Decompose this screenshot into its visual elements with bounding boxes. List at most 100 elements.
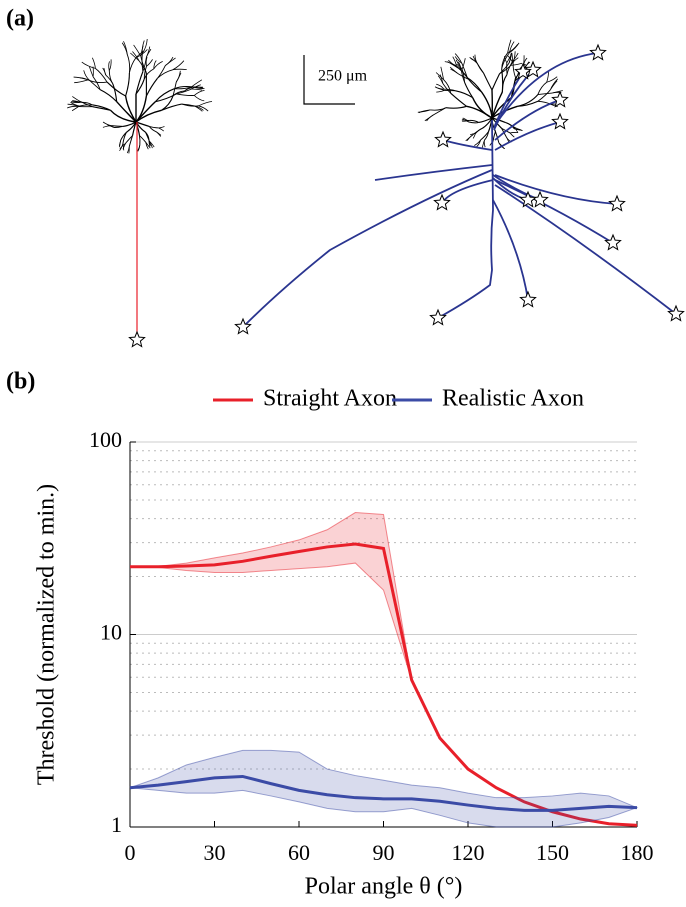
axon-terminal <box>434 130 452 148</box>
dendrite <box>501 52 509 69</box>
dendrite <box>73 76 89 81</box>
realistic-axon <box>494 99 561 141</box>
dendrite <box>482 117 493 129</box>
dendrite <box>81 61 96 69</box>
dendrite <box>102 125 112 128</box>
dendrite <box>194 89 205 96</box>
dendrite <box>507 39 512 53</box>
realistic-axon <box>494 184 677 315</box>
dendrite <box>483 72 493 91</box>
dendrite <box>506 56 511 63</box>
dendrite <box>176 93 195 96</box>
dendrite <box>137 144 141 152</box>
dendrite <box>89 66 94 77</box>
dendrite <box>123 41 128 55</box>
dendrite <box>135 78 145 95</box>
axon-terminal <box>608 194 626 212</box>
axon-terminal <box>524 60 542 78</box>
dendrite <box>135 109 162 123</box>
dendrite <box>161 103 182 111</box>
dendrite <box>512 52 519 62</box>
dendrite <box>461 58 466 70</box>
dendrite <box>436 83 445 90</box>
x-tick-label: 30 <box>204 840 226 865</box>
dendrite <box>158 127 164 132</box>
legend-label: Realistic Axon <box>442 386 584 412</box>
dendrite <box>194 95 205 102</box>
dendrite <box>546 76 558 83</box>
axon-terminal <box>234 317 252 335</box>
dendrite <box>464 82 474 99</box>
dendrite <box>132 51 140 61</box>
dendrite <box>468 78 482 93</box>
dendrite <box>454 53 463 64</box>
dendrite <box>71 105 80 112</box>
dendrite <box>108 59 112 71</box>
dendrite <box>146 48 152 58</box>
dendrite <box>87 79 108 83</box>
dendrite <box>430 107 447 111</box>
realistic-axon <box>494 174 618 205</box>
dendrite <box>537 89 551 102</box>
dendrite <box>149 125 159 129</box>
dendrite <box>537 92 553 96</box>
neuron-morphologies <box>67 38 685 348</box>
axon-terminal <box>551 112 569 130</box>
dendrite <box>472 97 493 119</box>
y-tick-label: 100 <box>89 427 122 452</box>
dendrite <box>443 79 452 94</box>
dendrite <box>74 79 89 84</box>
dendrite <box>455 59 463 70</box>
confidence-band <box>129 749 639 828</box>
dendrite <box>513 126 519 134</box>
dendrite <box>174 86 192 90</box>
dendrite <box>198 101 213 107</box>
dendrite <box>126 54 131 73</box>
dendrite <box>111 125 123 127</box>
dendrite <box>480 131 489 141</box>
realistic-axon <box>492 199 529 301</box>
dendrite <box>512 51 516 64</box>
dendrite <box>145 78 158 97</box>
realistic-axon <box>441 179 494 204</box>
dendrite <box>128 57 137 73</box>
dendrite <box>191 79 203 88</box>
dendrite <box>450 68 459 74</box>
dendrite <box>110 109 137 123</box>
dendrite <box>106 81 126 97</box>
dendrite <box>491 97 512 119</box>
x-tick-label: 120 <box>452 840 485 865</box>
dendrite <box>122 132 127 144</box>
axon-terminal <box>604 233 622 251</box>
dendrite <box>108 61 110 71</box>
dendrite <box>191 88 203 91</box>
y-tick-label: 10 <box>100 620 122 645</box>
dendrite <box>153 60 163 70</box>
dendrite <box>437 87 445 91</box>
dendrite <box>146 59 153 67</box>
dendrite <box>447 61 459 69</box>
dendrite <box>135 101 156 123</box>
dendrite <box>157 65 166 79</box>
scale-bar-label: 250 μm <box>318 68 368 85</box>
dendrite <box>135 71 144 95</box>
dendrite <box>67 105 79 109</box>
dendrite <box>142 38 148 54</box>
dendrite <box>72 96 81 102</box>
dendrite <box>148 140 153 149</box>
dendrite <box>79 104 93 107</box>
dendrite <box>475 127 483 134</box>
dendrite <box>472 133 476 139</box>
axon-terminal <box>667 304 685 322</box>
dendrite <box>454 56 463 64</box>
dendrite <box>145 56 148 67</box>
realistic-axon <box>494 121 561 151</box>
dendrite <box>482 140 485 148</box>
dendrite <box>470 58 478 64</box>
dendrite <box>158 126 165 129</box>
dendrite <box>172 68 187 71</box>
x-axis-label: Polar angle θ (°) <box>305 874 463 900</box>
dendrite <box>435 72 444 80</box>
dendrite <box>184 87 193 92</box>
dendrite <box>119 139 122 148</box>
